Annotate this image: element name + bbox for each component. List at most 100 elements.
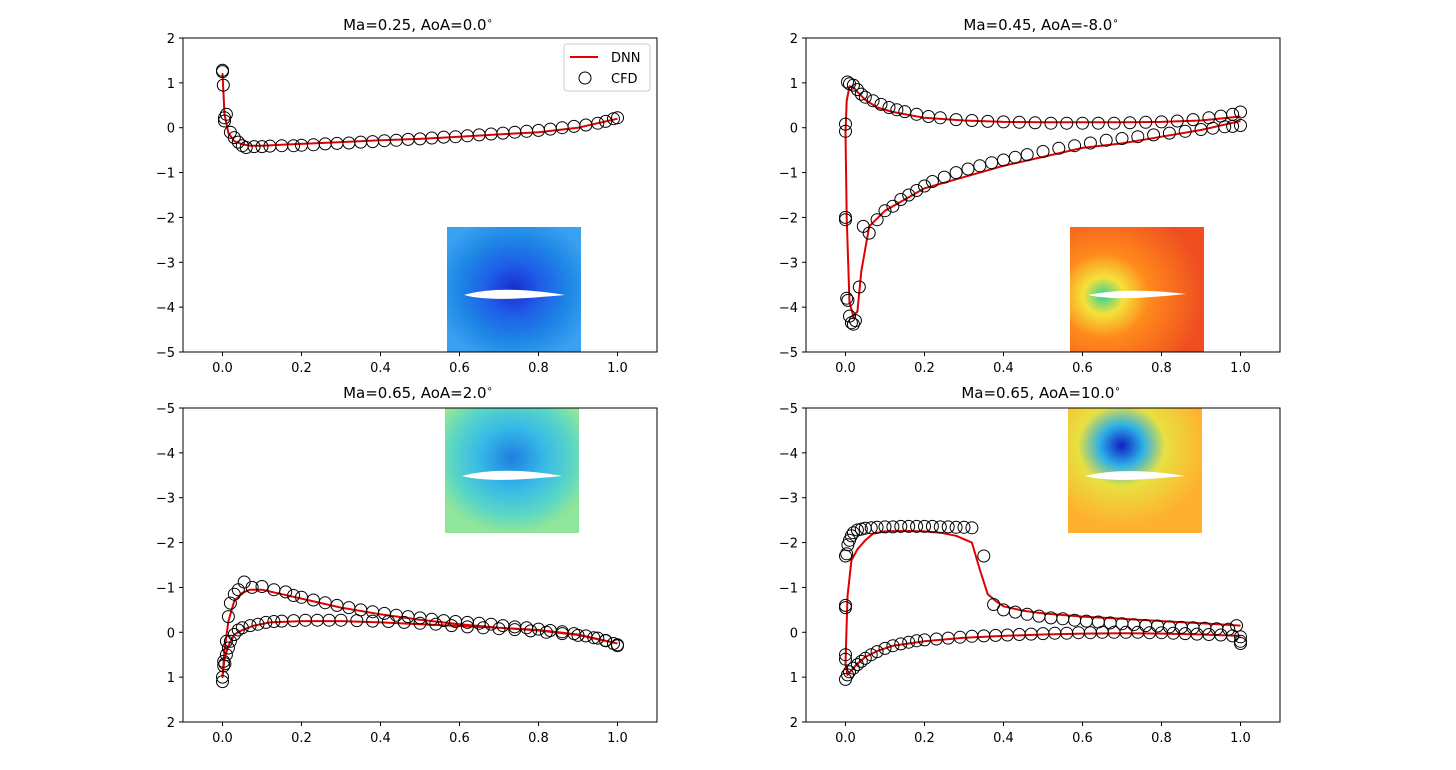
dnn-line — [844, 529, 1241, 676]
cfd-point — [910, 107, 924, 121]
x-tick-label: 0.8 — [528, 361, 549, 376]
x-tick-label: 0.2 — [291, 361, 312, 376]
cfd-point — [862, 226, 876, 240]
cfd-point — [841, 293, 855, 307]
cfd-point — [864, 521, 878, 535]
cfd-point — [937, 170, 951, 184]
contour-inset — [1068, 408, 1202, 533]
cfd-point — [973, 159, 987, 173]
cfd-point — [839, 213, 852, 227]
x-tick-label: 0.4 — [993, 361, 1014, 376]
cfd-point — [520, 621, 534, 635]
cfd-point — [1095, 625, 1109, 639]
cfd-point — [949, 520, 963, 534]
cfd-point — [221, 641, 235, 655]
cfd-point — [555, 121, 569, 135]
dnn-line — [844, 85, 1241, 318]
y-tick-label: −1 — [779, 581, 798, 596]
cfd-point — [611, 111, 624, 125]
cfd-point — [1226, 107, 1240, 121]
x-tick-label: 1.0 — [607, 361, 628, 376]
cfd-point — [882, 101, 896, 114]
cfd-point — [460, 620, 474, 634]
cfd-point — [243, 619, 257, 633]
contour-inset — [445, 408, 579, 533]
cfd-point — [287, 589, 301, 602]
axes-frame — [805, 407, 1281, 723]
cfd-point — [216, 65, 229, 79]
cfd-point — [227, 628, 241, 641]
cfd-point — [219, 648, 233, 662]
cfd-point — [227, 587, 241, 601]
x-tick-label: 1.0 — [1230, 361, 1251, 376]
cfd-point — [941, 520, 955, 534]
cfd-point — [841, 75, 854, 89]
cfd-point — [1115, 132, 1129, 145]
y-tick-label: 1 — [790, 671, 798, 686]
cfd-point — [1214, 109, 1228, 123]
cfd-point — [949, 113, 963, 127]
y-tick-label: 2 — [790, 716, 798, 731]
cfd-point — [902, 519, 916, 533]
y-tick-label: −2 — [156, 537, 175, 552]
cfd-point — [306, 138, 320, 152]
cfd-point — [216, 675, 229, 689]
cfd-point — [894, 193, 908, 206]
cfd-point — [949, 166, 963, 180]
cfd-point — [854, 654, 868, 668]
cfd-point — [429, 617, 443, 631]
x-tick-label: 0.4 — [370, 361, 391, 376]
y-tick-label: 2 — [790, 32, 798, 47]
x-tick-label: 0.0 — [212, 731, 233, 746]
cfd-point — [591, 631, 605, 645]
cfd-point — [898, 105, 912, 119]
cfd-point — [1234, 105, 1247, 119]
cfd-point — [217, 654, 231, 668]
y-tick-label: −3 — [779, 492, 798, 507]
cfd-point — [492, 622, 506, 636]
cfd-point — [866, 94, 880, 108]
cfd-point — [965, 521, 979, 535]
cfd-point — [1234, 637, 1247, 650]
cfd-point — [902, 188, 916, 202]
cfd-point — [1107, 116, 1121, 130]
cfd-point — [886, 639, 900, 653]
cfd-point — [1155, 115, 1168, 129]
cfd-point — [1028, 116, 1042, 130]
cfd-point — [1036, 145, 1050, 158]
cfd-point — [925, 519, 939, 533]
cfd-point — [1099, 133, 1113, 147]
cfd-point — [957, 520, 971, 534]
cfd-point — [223, 596, 237, 610]
cfd-point — [571, 628, 585, 642]
cfd-point — [839, 652, 852, 666]
cfd-point — [219, 107, 233, 121]
cfd-point — [508, 623, 522, 637]
cfd-point — [1139, 619, 1153, 633]
cfd-point — [1076, 116, 1089, 130]
cfd-point — [933, 520, 947, 534]
cfd-point — [846, 317, 860, 331]
cfd-point — [1083, 136, 1097, 150]
cfd-point — [235, 621, 249, 635]
cfd-point — [1008, 150, 1022, 164]
cfd-point — [910, 184, 924, 197]
cfd-point — [878, 641, 892, 655]
y-tick-label: −2 — [779, 537, 798, 552]
cfd-point — [413, 616, 427, 630]
cfd-point — [413, 611, 427, 625]
cfd-point — [1060, 116, 1074, 130]
cfd-point — [216, 670, 229, 684]
cfd-point — [890, 103, 904, 117]
cfd-point — [532, 123, 545, 137]
cfd-point — [255, 140, 269, 154]
y-tick-label: −3 — [779, 256, 798, 271]
cfd-point — [886, 199, 900, 213]
y-tick-label: −2 — [779, 211, 798, 226]
cfd-point — [925, 175, 939, 188]
cfd-point — [870, 213, 884, 227]
cfd-point — [839, 117, 852, 131]
x-tick-label: 1.0 — [1230, 731, 1251, 746]
cfd-point — [870, 520, 884, 534]
